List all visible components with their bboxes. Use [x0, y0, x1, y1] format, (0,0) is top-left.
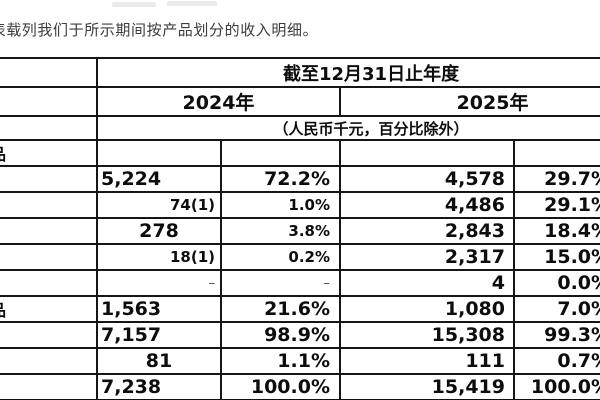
period-header: 截至12月31日止年度	[95, 57, 600, 88]
table-cell: 278	[96, 217, 222, 245]
table-cell: 18.4%	[512, 217, 600, 245]
table-cell: 29.7%	[512, 165, 600, 193]
unit-note: （人民币千元，百分比除外）	[95, 115, 600, 141]
row-label: 津甘	[0, 191, 98, 219]
table-cell: 5,224	[96, 165, 222, 193]
table-cell: 99.3%	[512, 321, 600, 349]
table-cell: 15,308	[339, 321, 515, 349]
table-cell: 3.8%	[220, 217, 341, 245]
header-row-unit: （人民币千元，百分比除外）	[0, 115, 600, 141]
row-label: 总计	[0, 373, 98, 400]
header-row-period: 截至12月31日止年度	[0, 57, 600, 88]
header-row-years: 2024年 2025年	[0, 86, 600, 117]
table-cell: 1,563	[96, 295, 222, 323]
table-cell: 0.7%	[512, 347, 600, 375]
table-cell	[96, 139, 222, 167]
table-cell: 18(1)	[96, 243, 222, 271]
table-cell	[512, 139, 600, 167]
table-cell: 15.0%	[512, 243, 600, 271]
table-cell: 1.1%	[220, 347, 341, 375]
table-cell: 1.0%	[220, 191, 341, 219]
revenue-table-body: 销售产品天康5,22472.2%4,57829.7%津甘74(1)1.0%4,4…	[0, 139, 600, 400]
table-cell: 4,486	[339, 191, 515, 219]
table-cell: 74(1)	[96, 191, 222, 219]
header-spacer-cell	[0, 57, 98, 88]
table-cell: 4	[339, 269, 515, 297]
year-2024-header: 2024年	[96, 86, 341, 117]
table-cell: 2,317	[339, 243, 515, 271]
row-label: 其他产品	[0, 295, 98, 323]
table-cell: 72.2%	[220, 165, 341, 193]
table-cell: 4,578	[339, 165, 515, 193]
table-cell: 81	[96, 347, 222, 375]
table-cell: 15,419	[339, 373, 515, 400]
table-cell: –	[96, 269, 222, 297]
table-cell: 98.9%	[220, 321, 341, 349]
row-label: 光乐	[0, 269, 98, 297]
table-row: 销售产品	[0, 139, 600, 167]
table-cell: 7,157	[96, 321, 222, 349]
table-cell: 21.6%	[220, 295, 341, 323]
table-cell: 0.0%	[512, 269, 600, 297]
table-cell: –	[220, 269, 341, 297]
clipped-text-artifact	[112, 2, 156, 7]
row-label: 天康	[0, 165, 98, 193]
table-cell	[339, 139, 515, 167]
row-label: 小计	[0, 321, 98, 349]
table-row: 光乐––40.0%	[0, 269, 600, 297]
row-label: 销售产品	[0, 139, 98, 167]
table-cell: 100.0%	[220, 373, 341, 400]
table-cell: 7,238	[96, 373, 222, 400]
row-label: 思宁	[0, 243, 98, 271]
row-label: 其他	[0, 347, 98, 375]
table-cell: 2,843	[339, 217, 515, 245]
row-label: 天健	[0, 217, 98, 245]
table-cell	[220, 139, 341, 167]
table-cell: 7.0%	[512, 295, 600, 323]
intro-text: 下表载列我们于所示期间按产品划分的收入明细。	[0, 21, 319, 39]
header-spacer-cell	[0, 86, 98, 117]
revenue-by-product-table: 截至12月31日止年度 2024年 2025年 （人民币千元，百分比除外） 销售…	[0, 57, 600, 400]
table-cell: 1,080	[339, 295, 515, 323]
year-2025-header: 2025年	[338, 86, 600, 117]
table-cell: 100.0%	[512, 373, 600, 400]
table-cell: 29.1%	[512, 191, 600, 219]
table-cell: 0.2%	[220, 243, 341, 271]
clipped-text-artifact	[167, 1, 217, 6]
header-spacer-cell	[0, 115, 98, 141]
table-cell: 111	[339, 347, 515, 375]
